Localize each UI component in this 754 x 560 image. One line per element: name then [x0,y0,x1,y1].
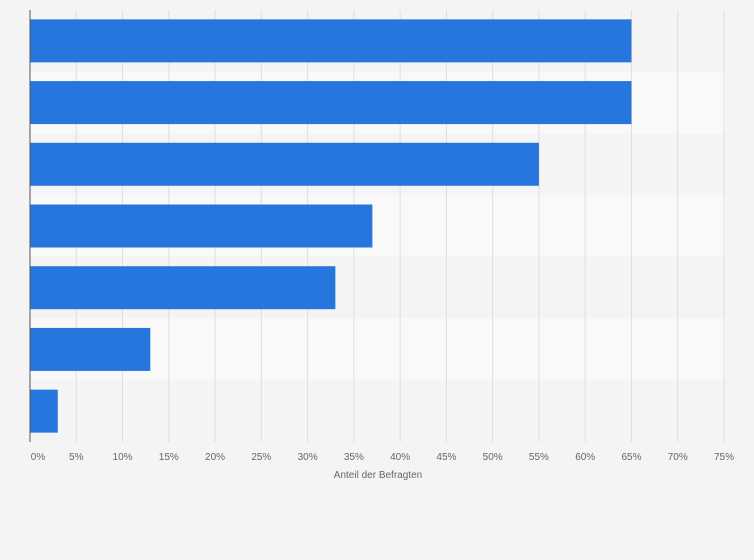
bar [30,81,632,125]
bar [30,327,151,371]
x-tick-label: 35% [344,452,364,463]
bar [30,266,336,310]
bar [30,389,58,433]
x-tick-label: 50% [483,452,503,463]
x-tick-label: 75% [714,452,734,463]
x-tick-label: 70% [668,452,688,463]
bar [30,142,539,186]
x-axis-label: Anteil der Befragten [334,470,422,481]
x-tick-label: 40% [390,452,410,463]
x-tick-label: 30% [298,452,318,463]
bar [30,19,632,63]
x-tick-label: 20% [205,452,225,463]
x-tick-label: 0% [31,452,46,463]
x-tick-label: 45% [436,452,456,463]
bar [30,204,373,248]
x-tick-label: 65% [621,452,641,463]
x-tick-label: 55% [529,452,549,463]
bars [30,19,632,433]
x-tick-label: 5% [69,452,84,463]
x-tick-label: 15% [159,452,179,463]
x-tick-label: 60% [575,452,595,463]
row-band [30,380,726,442]
x-tick-label: 10% [113,452,133,463]
x-tick-labels: 0% 5% 10% 15% 20% 25% 30% 35% 40% 45% 50% 55% 60% 65%… [31,452,734,463]
x-tick-label: 25% [251,452,271,463]
